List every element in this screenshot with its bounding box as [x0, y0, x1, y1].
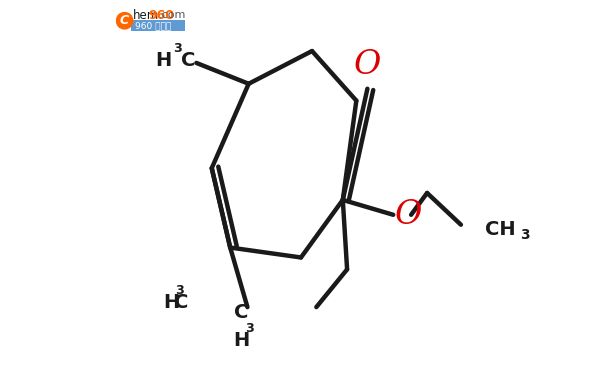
Text: C: C: [234, 303, 248, 322]
Text: O: O: [354, 49, 381, 81]
Text: 3: 3: [246, 321, 254, 334]
Text: H: H: [233, 331, 249, 350]
Text: C: C: [181, 51, 195, 70]
Text: O: O: [395, 199, 422, 231]
Text: C: C: [174, 293, 189, 312]
FancyBboxPatch shape: [131, 20, 185, 31]
Text: 960 化工网: 960 化工网: [135, 22, 171, 31]
Text: 960: 960: [148, 9, 174, 22]
Circle shape: [116, 12, 132, 29]
Text: H: H: [163, 293, 180, 312]
Text: H: H: [155, 51, 172, 70]
Text: 3: 3: [175, 284, 184, 297]
Text: .com: .com: [159, 10, 186, 20]
Text: C: C: [120, 14, 129, 27]
Text: hem: hem: [132, 9, 159, 22]
Text: CH: CH: [485, 220, 515, 239]
Text: 3: 3: [520, 228, 530, 242]
Text: 3: 3: [174, 42, 182, 56]
